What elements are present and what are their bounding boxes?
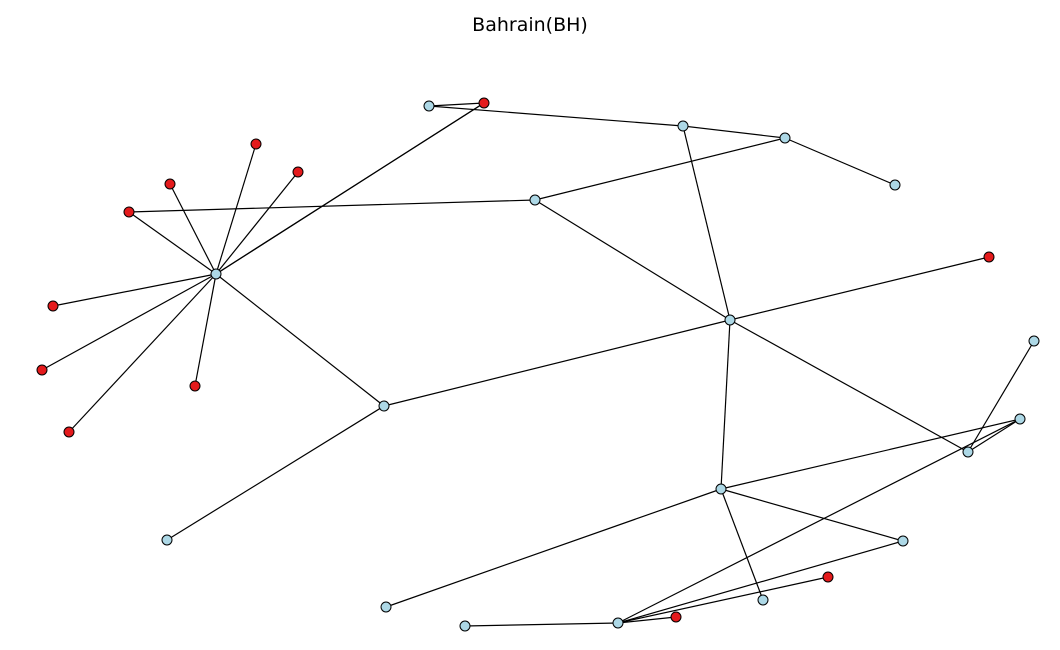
node-r6 — [36, 364, 48, 376]
edge-l8-r12 — [617, 576, 829, 624]
edge-h8-l6 — [720, 488, 904, 542]
node-r2 — [250, 138, 262, 150]
node-r5 — [47, 300, 59, 312]
node-h9 — [1014, 413, 1026, 425]
edge-h1-r1 — [169, 183, 217, 275]
node-h4 — [779, 132, 791, 144]
node-l4 — [380, 601, 392, 613]
node-l2 — [889, 179, 901, 191]
node-r7 — [63, 426, 75, 438]
edge-h3-h4 — [682, 125, 786, 139]
node-l9 — [459, 620, 471, 632]
edge-h4-l2 — [784, 137, 896, 186]
edge-h7-h9 — [967, 418, 1021, 453]
edge-h1-r5 — [52, 273, 217, 307]
node-l3 — [161, 534, 173, 546]
edge-h2-l3 — [166, 405, 385, 541]
diagram-title: Bahrain(BH) — [472, 14, 588, 36]
node-r11 — [983, 251, 995, 263]
node-r9 — [478, 97, 490, 109]
edge-l1-h3 — [428, 105, 684, 127]
node-h1 — [210, 268, 222, 280]
edge-h7-l7 — [967, 340, 1035, 453]
node-r1 — [164, 178, 176, 190]
edge-h1-r3 — [215, 171, 299, 275]
node-h7 — [962, 446, 974, 458]
edge-r10-h6 — [128, 199, 536, 213]
node-r12 — [822, 571, 834, 583]
edge-h1-h2 — [215, 273, 385, 407]
edge-h5-h8 — [720, 319, 731, 490]
edge-l8-r13 — [617, 616, 677, 624]
node-l7 — [1028, 335, 1040, 347]
node-r3 — [292, 166, 304, 178]
edge-h8-l5 — [720, 488, 764, 601]
node-h2 — [378, 400, 390, 412]
edge-h9-l8 — [617, 418, 1021, 624]
node-l1 — [423, 100, 435, 112]
node-h8 — [715, 483, 727, 495]
edge-h6-h4 — [534, 137, 786, 201]
edge-h5-r11 — [729, 256, 990, 321]
node-h5 — [724, 314, 736, 326]
edge-h1-r8 — [194, 273, 217, 387]
edge-h6-h5 — [534, 199, 731, 321]
edge-h8-h9 — [720, 418, 1021, 490]
node-r13 — [670, 611, 682, 623]
edge-h1-r4 — [128, 211, 217, 275]
edge-h5-h2 — [383, 319, 731, 407]
node-l5 — [757, 594, 769, 606]
edge-r9-h1 — [215, 102, 485, 275]
edge-r9-l1 — [428, 102, 485, 107]
node-r8 — [189, 380, 201, 392]
edge-h5-h7 — [729, 319, 969, 453]
node-r4 — [123, 206, 135, 218]
node-h3 — [677, 120, 689, 132]
edge-l8-l9 — [464, 622, 619, 627]
edge-h1-r6 — [41, 273, 217, 371]
node-l8 — [612, 617, 624, 629]
edge-h1-r7 — [68, 273, 217, 433]
node-l6 — [897, 535, 909, 547]
edge-l8-l6 — [617, 540, 904, 624]
node-h6 — [529, 194, 541, 206]
edge-h3-h5 — [682, 125, 731, 321]
edge-layer — [41, 102, 1035, 627]
node-layer — [36, 97, 1040, 632]
edge-h8-l4 — [385, 488, 722, 608]
